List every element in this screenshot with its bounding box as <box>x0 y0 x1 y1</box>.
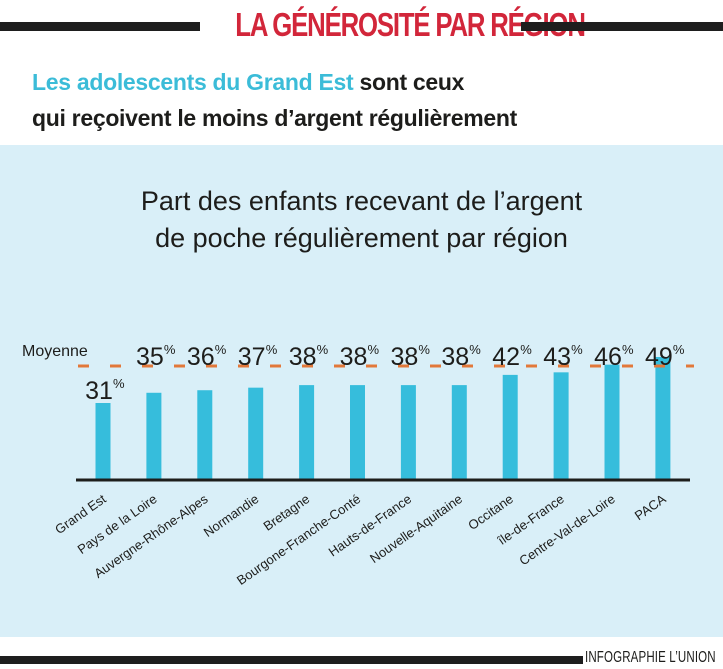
category-label: Normandie <box>201 491 262 540</box>
data-label-unit: % <box>317 342 329 357</box>
top-rule-right <box>521 22 723 31</box>
bar <box>451 385 467 479</box>
data-label: 35 <box>136 343 164 371</box>
headline-rest: sont ceux <box>353 69 465 95</box>
credit: INFOGRAPHIE L’UNION <box>585 649 716 666</box>
data-label-unit: % <box>571 342 583 357</box>
data-label: 38 <box>289 343 317 371</box>
chart-title-line1: Part des enfants recevant de l’argent <box>140 186 583 216</box>
bar <box>655 357 671 479</box>
bar <box>502 374 518 479</box>
data-label-unit: % <box>469 342 481 357</box>
data-label: 36 <box>187 343 215 371</box>
data-label: 43 <box>543 343 571 371</box>
headline-line2: qui reçoivent le moins d’argent régulièr… <box>32 105 517 131</box>
data-label: 49 <box>645 343 673 371</box>
data-label-unit: % <box>164 342 176 357</box>
data-label-unit: % <box>622 342 634 357</box>
data-label: 38 <box>441 343 469 371</box>
bar <box>299 385 315 479</box>
bar <box>197 390 213 479</box>
data-label-unit: % <box>113 376 125 391</box>
headline-highlight: Les adolescents du Grand Est <box>32 69 354 95</box>
data-label-unit: % <box>368 342 380 357</box>
bar <box>146 392 162 479</box>
data-label-unit: % <box>520 342 532 357</box>
bar <box>350 385 365 479</box>
chart-title: Part des enfants recevant de l’argent de… <box>0 183 723 257</box>
category-label: PACA <box>632 491 669 523</box>
category-label: Nouvelle-Aquitaine <box>367 491 465 566</box>
top-rule-left <box>0 22 200 31</box>
bottom-rule <box>0 656 583 664</box>
data-label: 31 <box>85 377 113 405</box>
bar <box>553 372 569 479</box>
bar <box>248 387 264 479</box>
bar <box>400 385 416 479</box>
data-label: 46 <box>594 343 622 371</box>
data-label: 42 <box>492 343 520 371</box>
data-label-unit: % <box>215 342 227 357</box>
data-label: 37 <box>238 343 266 371</box>
average-label: Moyenne <box>22 343 88 360</box>
data-label-unit: % <box>418 342 430 357</box>
headline: Les adolescents du Grand Est sont ceux q… <box>32 64 517 136</box>
chart-title-line2: de poche régulièrement par région <box>155 223 568 253</box>
data-label-unit: % <box>266 342 278 357</box>
bar <box>604 364 620 479</box>
bar <box>95 403 111 479</box>
data-label: 38 <box>340 343 368 371</box>
category-label: Centre-Val-de-Loire <box>516 491 617 568</box>
data-label-unit: % <box>673 342 685 357</box>
data-label: 38 <box>390 343 418 371</box>
